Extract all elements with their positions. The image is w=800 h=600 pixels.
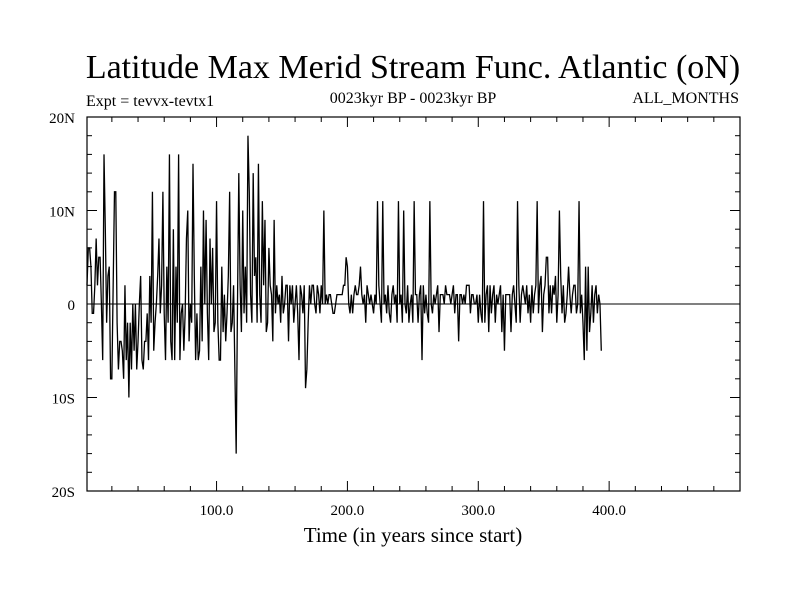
subtitle-right: ALL_MONTHS bbox=[632, 90, 739, 107]
y-tick-label: 0 bbox=[68, 298, 76, 314]
y-tick-label: 20N bbox=[49, 111, 75, 127]
y-tick-label: 20S bbox=[52, 485, 75, 501]
plot-area: 100.0 200.0 300.0 400.0 20N 10N 0 10S 20S bbox=[49, 111, 741, 519]
subtitle-center: 0023kyr BP - 0023kyr BP bbox=[330, 90, 497, 107]
y-tick-label: 10N bbox=[49, 205, 75, 221]
x-axis-label: Time (in years since start) bbox=[304, 523, 523, 547]
x-tick-label: 400.0 bbox=[592, 503, 626, 519]
x-tick-label: 300.0 bbox=[461, 503, 495, 519]
x-tick-label: 100.0 bbox=[200, 503, 234, 519]
chart-title: Latitude Max Merid Stream Func. Atlantic… bbox=[86, 49, 740, 86]
y-tick-label: 10S bbox=[52, 392, 75, 408]
x-tick-label: 200.0 bbox=[331, 503, 365, 519]
subtitle-left: Expt = tevvx-tevtx1 bbox=[86, 93, 214, 110]
series-line-0 bbox=[86, 135, 602, 454]
